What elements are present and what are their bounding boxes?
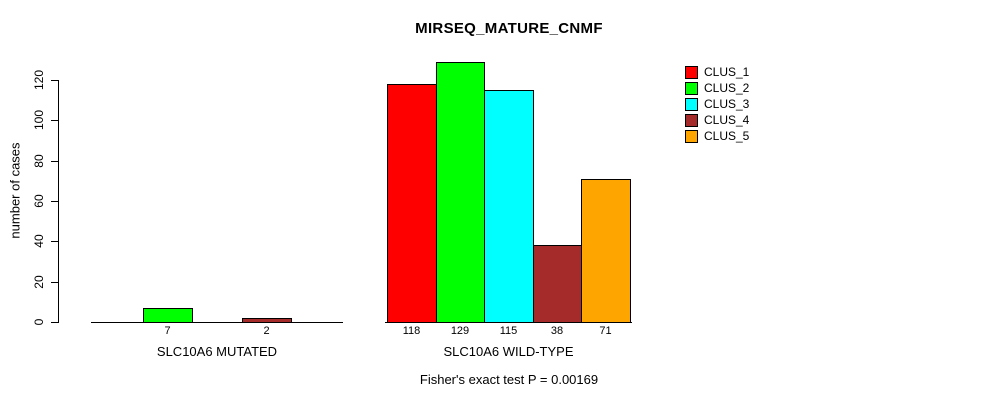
y-tick-mark xyxy=(51,322,58,323)
bar-clus_4-mutated xyxy=(242,318,292,323)
bar-value-label: 38 xyxy=(550,325,564,337)
bar-clus_1-wildtype xyxy=(387,84,437,323)
y-tick-label: 20 xyxy=(32,275,46,289)
group-baseline-mutated xyxy=(91,322,343,323)
legend-swatch-clus_2 xyxy=(685,81,698,95)
y-tick-label: 40 xyxy=(32,234,46,248)
legend-item-clus_2: CLUS_2 xyxy=(685,80,749,96)
legend-item-clus_4: CLUS_4 xyxy=(685,112,749,128)
bar-value-label: 118 xyxy=(402,325,421,337)
y-tick-label: 0 xyxy=(32,318,46,326)
bar-value-label: 7 xyxy=(164,325,171,337)
legend-item-clus_5: CLUS_5 xyxy=(685,128,749,144)
group-label-mutated: SLC10A6 MUTATED xyxy=(156,344,278,359)
y-tick-label: 60 xyxy=(32,194,46,208)
y-axis-line xyxy=(58,80,59,323)
bar-clus_2-mutated xyxy=(143,308,193,323)
legend-item-clus_3: CLUS_3 xyxy=(685,96,749,112)
y-tick-label: 100 xyxy=(32,109,46,131)
y-tick-mark xyxy=(51,201,58,202)
group-label-wildtype: SLC10A6 WILD-TYPE xyxy=(443,344,574,359)
legend-label: CLUS_4 xyxy=(704,113,750,127)
legend-label: CLUS_1 xyxy=(704,65,750,79)
y-tick-mark xyxy=(51,161,58,162)
y-tick-label: 120 xyxy=(32,69,46,91)
bar-value-label: 115 xyxy=(499,325,518,337)
legend-label: CLUS_2 xyxy=(704,81,750,95)
legend-item-clus_1: CLUS_1 xyxy=(685,64,749,80)
bar-clus_2-wildtype xyxy=(436,62,485,323)
y-tick-mark xyxy=(51,120,58,121)
y-tick-mark xyxy=(51,282,58,283)
bar-value-label: 2 xyxy=(263,325,270,337)
bar-value-label: 71 xyxy=(599,325,612,337)
stat-caption: Fisher's exact test P = 0.00169 xyxy=(419,372,599,387)
bar-value-label: 129 xyxy=(450,325,470,337)
bar-clus_5-wildtype xyxy=(581,179,631,323)
y-tick-label: 80 xyxy=(32,154,46,168)
y-tick-mark xyxy=(51,241,58,242)
legend-label: CLUS_3 xyxy=(704,97,750,111)
chart-title: MIRSEQ_MATURE_CNMF xyxy=(415,20,603,37)
bar-clus_4-wildtype xyxy=(533,245,582,323)
legend-label: CLUS_5 xyxy=(704,129,750,143)
legend-swatch-clus_3 xyxy=(685,97,698,111)
legend-swatch-clus_5 xyxy=(685,129,698,143)
y-tick-mark xyxy=(51,80,58,81)
bar-clus_3-wildtype xyxy=(484,90,534,323)
legend-swatch-clus_1 xyxy=(685,65,698,79)
legend-swatch-clus_4 xyxy=(685,113,698,127)
